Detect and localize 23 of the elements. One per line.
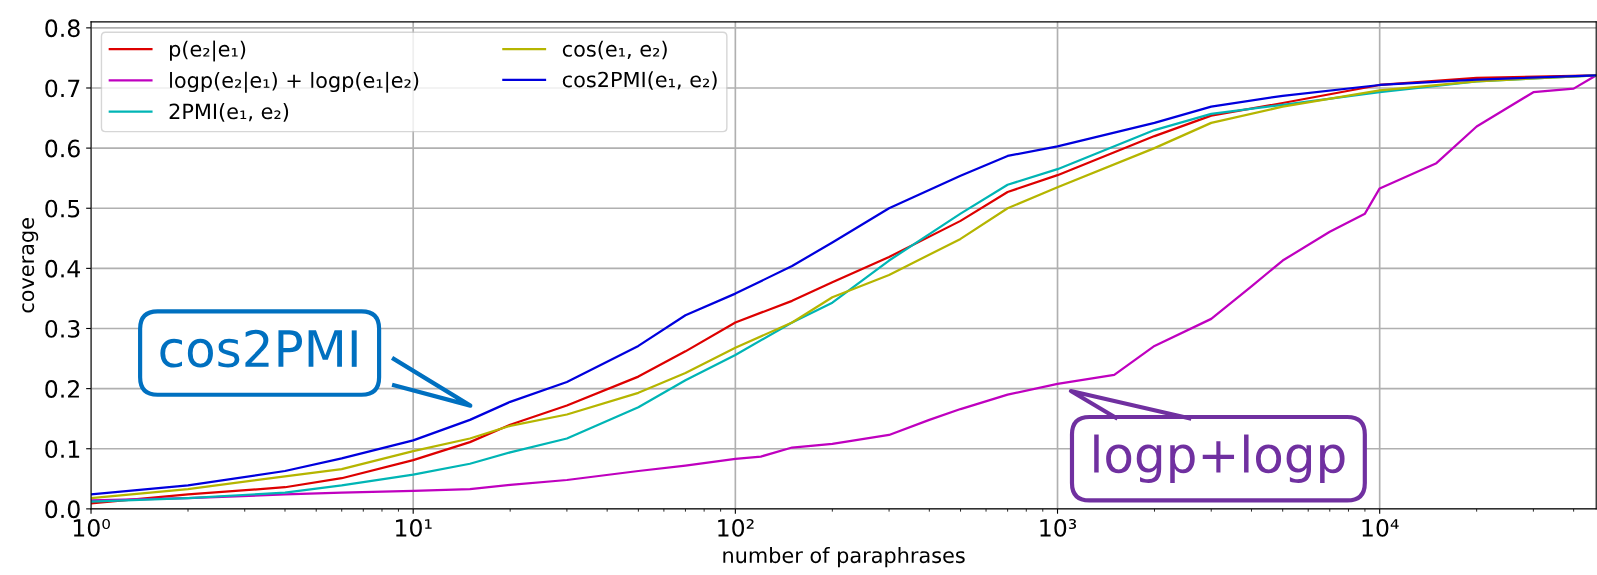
legend-label: 2PMI(e₁, e₂) (169, 103, 289, 122)
legend-label: cos(e₁, e₂) (562, 40, 667, 60)
y-tick-label: 0.1 (45, 440, 80, 459)
annotation: cos2PMI (160, 329, 357, 368)
y-axis-title: coverage (22, 218, 39, 313)
y-tick-label: 0.0 (45, 500, 80, 519)
y-tick-label: 0.4 (45, 259, 80, 278)
x-axis-title: number of paraphrases (723, 547, 965, 568)
y-tick-label: 0.6 (45, 139, 80, 158)
y-tick-label: 0.5 (45, 199, 80, 218)
x-tick-label: 10² (718, 519, 754, 537)
x-tick-label: 10³ (1040, 519, 1077, 537)
legend-label: logp(e₂|e₁) + logp(e₁|e₂) (170, 71, 419, 93)
legend-label: cos2PMI(e₁, e₂) (562, 71, 717, 90)
y-tick-label: 0.2 (45, 380, 79, 398)
y-tick-label: 0.3 (45, 319, 80, 338)
x-tick-label: 10⁰ (73, 519, 110, 537)
legend-label: p(e₂|e₁) (170, 40, 246, 62)
x-tick-label: 10⁴ (1362, 519, 1399, 537)
annotation: logp+logp (1094, 434, 1345, 483)
y-tick-label: 0.7 (45, 79, 80, 98)
y-tick-label: 0.8 (45, 19, 80, 38)
x-tick-label: 10¹ (396, 519, 432, 537)
